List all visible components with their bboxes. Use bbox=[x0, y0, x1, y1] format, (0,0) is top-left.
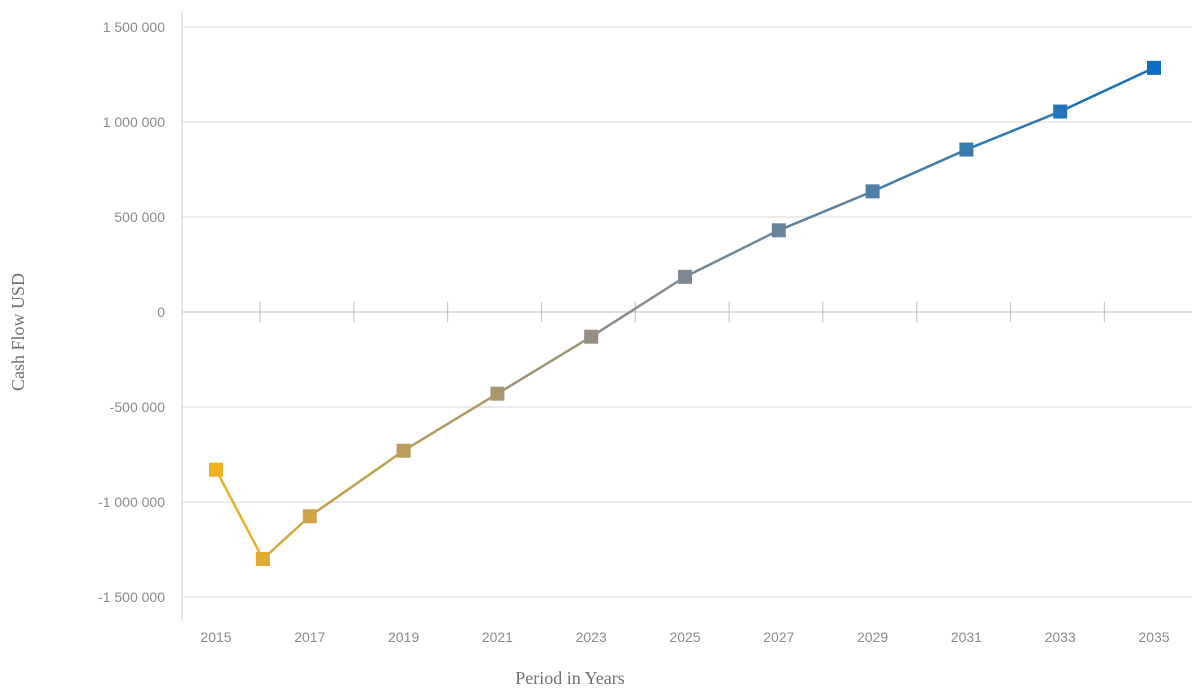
series-segment bbox=[1058, 66, 1156, 113]
x-tick-label: 2025 bbox=[669, 629, 700, 645]
data-point-marker bbox=[209, 462, 223, 477]
data-point-marker bbox=[1147, 60, 1161, 75]
y-tick-label: 1 500 000 bbox=[103, 19, 165, 35]
y-tick-label: -1 500 000 bbox=[98, 589, 165, 605]
y-tick-label: 1 000 000 bbox=[103, 114, 165, 130]
y-tick-label: 500 000 bbox=[114, 209, 165, 225]
data-point-marker bbox=[959, 142, 974, 157]
x-tick-label: 2019 bbox=[388, 629, 419, 645]
x-tick-label: 2017 bbox=[294, 629, 325, 645]
x-tick-label: 2035 bbox=[1138, 629, 1169, 645]
series-segment bbox=[589, 275, 687, 338]
data-point-marker bbox=[678, 269, 692, 284]
series-segment bbox=[496, 335, 593, 395]
series-segment bbox=[965, 110, 1062, 151]
x-tick-label: 2015 bbox=[200, 629, 231, 645]
data-point-marker bbox=[771, 223, 786, 238]
series-segment bbox=[871, 148, 968, 193]
zero-line-ticks bbox=[259, 302, 1105, 322]
x-tick-label: 2033 bbox=[1045, 629, 1076, 645]
data-point-marker bbox=[490, 386, 505, 401]
y-axis-title: Cash Flow USD bbox=[8, 273, 28, 391]
series-segment bbox=[214, 468, 265, 561]
x-tick-labels: 2015 2017 2019 2021 2023 2025 2027 2029 2031 2033… bbox=[200, 629, 1169, 645]
x-tick-label: 2029 bbox=[857, 629, 888, 645]
data-point-marker bbox=[584, 329, 599, 344]
series-segment bbox=[402, 392, 499, 452]
series-segment bbox=[261, 515, 312, 561]
series-segment bbox=[308, 449, 405, 518]
x-tick-label: 2021 bbox=[482, 629, 513, 645]
data-markers bbox=[209, 60, 1161, 566]
series-segment bbox=[683, 229, 781, 279]
x-tick-label: 2023 bbox=[576, 629, 607, 645]
x-axis-title: Period in Years bbox=[515, 668, 625, 688]
data-point-marker bbox=[396, 443, 411, 458]
data-point-marker bbox=[1053, 104, 1068, 119]
data-point-marker bbox=[302, 509, 317, 524]
data-point-marker bbox=[255, 552, 270, 566]
y-tick-label: 0 bbox=[157, 304, 165, 320]
x-tick-label: 2031 bbox=[951, 629, 982, 645]
series-segment bbox=[777, 190, 874, 232]
data-point-marker bbox=[865, 184, 880, 199]
y-tick-labels: 1 500 000 1 000 000 500 000 0 -500 000 -1 000… bbox=[98, 19, 165, 605]
y-tick-label: -1 000 000 bbox=[98, 494, 165, 510]
series-line bbox=[214, 66, 1156, 561]
y-tick-label: -500 000 bbox=[110, 399, 165, 415]
x-tick-label: 2027 bbox=[763, 629, 794, 645]
grid-lines bbox=[182, 26, 1192, 598]
